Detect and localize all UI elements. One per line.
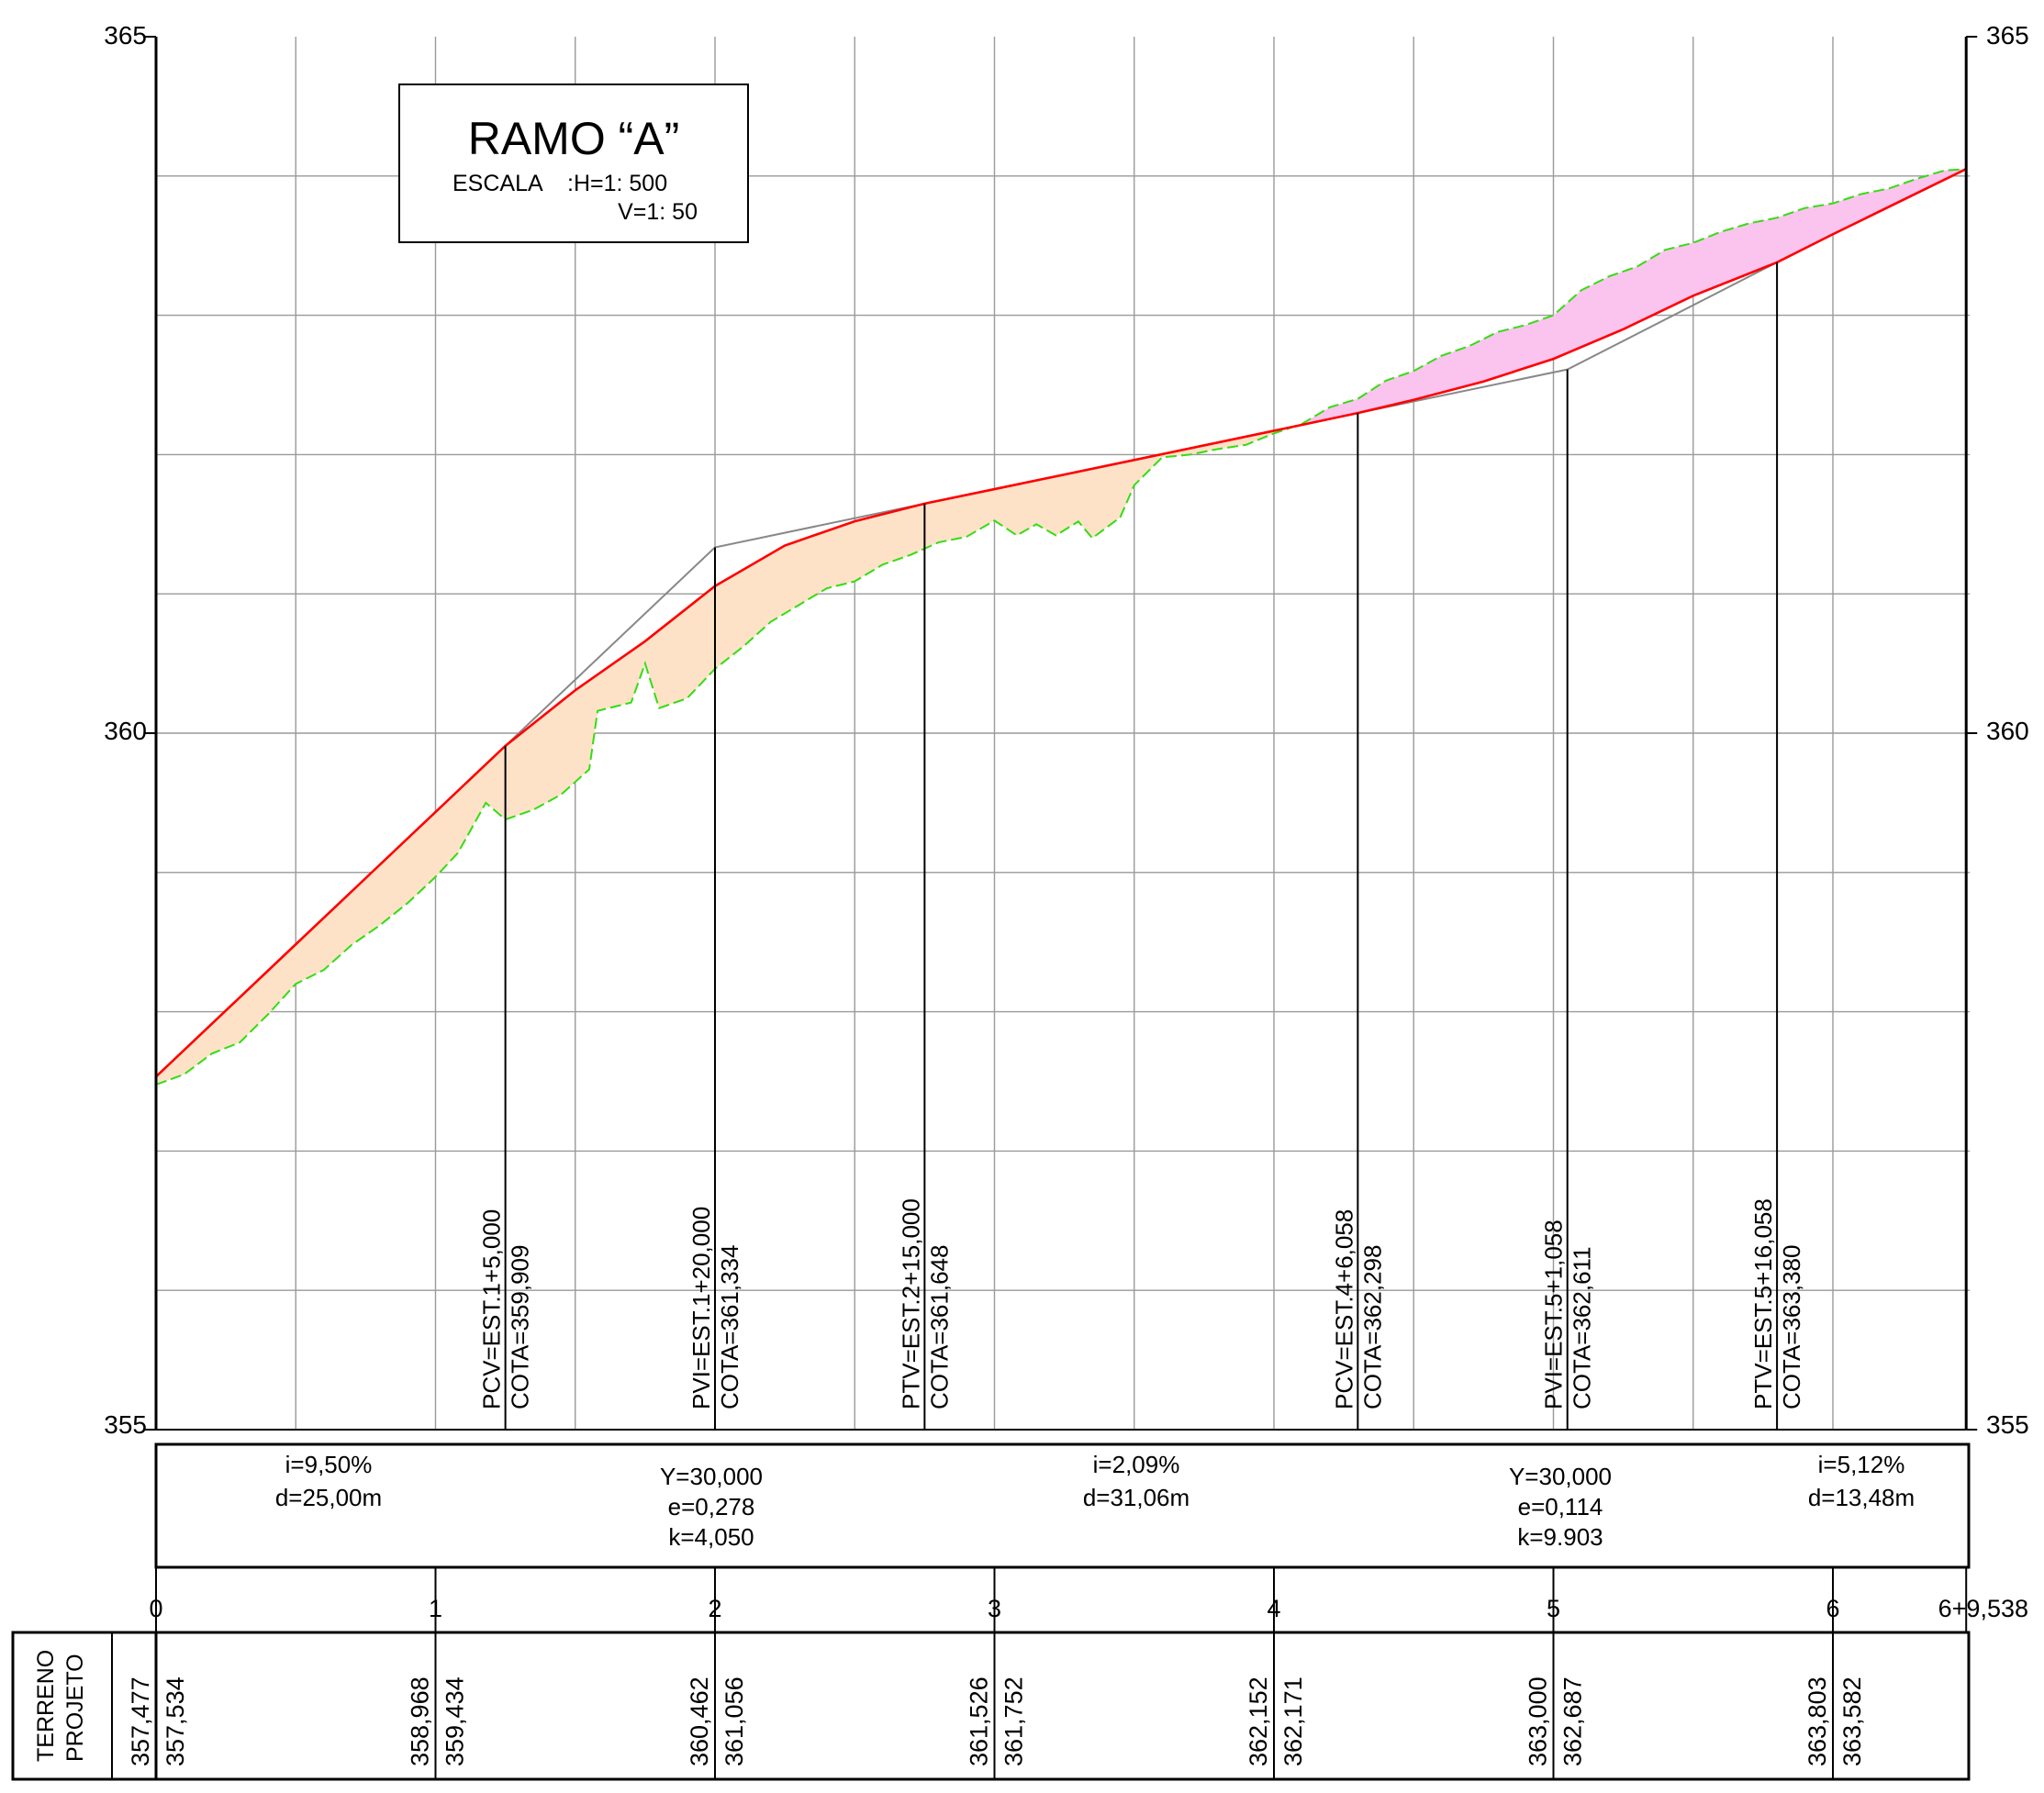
projeto-value-5: 362,687 xyxy=(1559,1676,1587,1766)
curve-point-3-line-2: COTA=362,298 xyxy=(1358,1245,1386,1409)
cut-area-1 xyxy=(1296,169,1965,427)
plot-frame xyxy=(145,36,1978,1431)
curve-point-2-line-2: COTA=361,648 xyxy=(925,1245,953,1409)
curve-point-3-line-1: PCV=EST.4+6,058 xyxy=(1330,1209,1357,1409)
terreno-value-4: 362,152 xyxy=(1245,1676,1272,1766)
segment-2-line-3: k=4,050 xyxy=(668,1523,754,1551)
segment-4-line-3: k=9.903 xyxy=(1517,1523,1603,1551)
row-label-projeto: PROJETO xyxy=(62,1654,88,1762)
scale-vertical: V=1: 50 xyxy=(618,199,698,225)
curve-point-2-line-1: PTV=EST.2+15,000 xyxy=(897,1198,924,1409)
curve-point-0-line-2: COTA=359,909 xyxy=(507,1245,534,1409)
segment-1-line-2: d=25,00m xyxy=(275,1484,382,1511)
curve-point-0-line-1: PCV=EST.1+5,000 xyxy=(478,1209,506,1409)
cut-fill-areas xyxy=(156,169,1965,1085)
title-block: RAMO “A” ESCALA :H=1: 500 V=1: 50 xyxy=(398,84,749,243)
projeto-value-1: 359,434 xyxy=(441,1676,469,1766)
segment-1-line-1: i=9,50% xyxy=(285,1451,373,1478)
station-label-5: 5 xyxy=(1547,1595,1560,1622)
terrain-polyline xyxy=(155,168,1967,1086)
station-label-3: 3 xyxy=(988,1595,1001,1622)
projeto-value-2: 361,056 xyxy=(720,1676,748,1766)
segment-4-line-1: Y=30,000 xyxy=(1509,1463,1612,1490)
projeto-value-6: 363,582 xyxy=(1838,1676,1866,1766)
station-end-label: 6+9,538 xyxy=(1938,1595,2028,1622)
scale-label: ESCALA xyxy=(452,171,543,196)
station-label-1: 1 xyxy=(429,1595,442,1622)
station-label-2: 2 xyxy=(708,1595,721,1622)
terreno-value-6: 363,803 xyxy=(1804,1676,1831,1766)
curve-point-1-line-1: PVI=EST.1+20,000 xyxy=(687,1207,715,1409)
station-label-6: 6 xyxy=(1826,1595,1839,1622)
projeto-value-3: 361,752 xyxy=(1000,1676,1028,1766)
y-tick-right-360: 360 xyxy=(1986,717,2029,745)
y-tick-left-365: 365 xyxy=(104,21,147,50)
terreno-value-3: 361,526 xyxy=(966,1676,993,1766)
curve-point-4-line-1: PVI=EST.5+1,058 xyxy=(1540,1219,1568,1409)
segment-4-line-2: e=0,114 xyxy=(1518,1493,1603,1520)
curve-point-1-line-2: COTA=361,334 xyxy=(716,1245,743,1409)
terrain-line xyxy=(155,168,1967,1086)
curve-point-labels: PCV=EST.1+5,000 COTA=359,909 PVI=EST.1+20,… xyxy=(478,1198,1805,1409)
curve-point-leaders xyxy=(504,262,1779,1430)
elevation-values: 357,477 357,534 358,968 359,434 360,462 361,0… xyxy=(127,1632,1866,1779)
y-tick-left-355: 355 xyxy=(104,1410,147,1439)
scale-horizontal: :H=1: 500 xyxy=(567,171,667,196)
segment-3-line-2: d=31,06m xyxy=(1083,1484,1190,1511)
curve-point-5-line-1: PTV=EST.5+16,058 xyxy=(1749,1198,1777,1409)
segment-5-line-1: i=5,12% xyxy=(1818,1451,1905,1478)
terreno-value-2: 360,462 xyxy=(686,1676,713,1766)
project-polyline xyxy=(155,168,1967,1078)
station-label-0: 0 xyxy=(149,1595,162,1622)
terreno-value-5: 363,000 xyxy=(1525,1676,1552,1766)
projeto-value-4: 362,171 xyxy=(1279,1676,1307,1766)
y-tick-right-365: 365 xyxy=(1986,21,2029,50)
curve-point-4-line-2: COTA=362,611 xyxy=(1569,1246,1596,1409)
curve-point-5-line-2: COTA=363,380 xyxy=(1778,1245,1805,1409)
y-tick-right-355: 355 xyxy=(1986,1410,2029,1439)
segment-2-line-2: e=0,278 xyxy=(668,1493,755,1520)
row-label-terreno: TERRENO xyxy=(33,1650,59,1762)
station-scale: 0 1 2 3 4 5 6 xyxy=(149,1565,1969,1632)
title: RAMO “A” xyxy=(468,113,680,164)
segment-5-line-2: d=13,48m xyxy=(1808,1484,1915,1511)
y-tick-left-360: 360 xyxy=(104,717,147,745)
segment-2-line-1: Y=30,000 xyxy=(660,1463,763,1490)
project-line xyxy=(155,168,1967,1078)
terreno-value-0: 357,477 xyxy=(127,1676,154,1766)
elevation-table: TERRENO PROJETO xyxy=(11,1631,1971,1781)
terreno-value-1: 358,968 xyxy=(407,1676,434,1766)
projeto-value-0: 357,534 xyxy=(162,1676,189,1766)
segment-3-line-1: i=2,09% xyxy=(1093,1451,1180,1478)
station-label-4: 4 xyxy=(1267,1595,1280,1622)
